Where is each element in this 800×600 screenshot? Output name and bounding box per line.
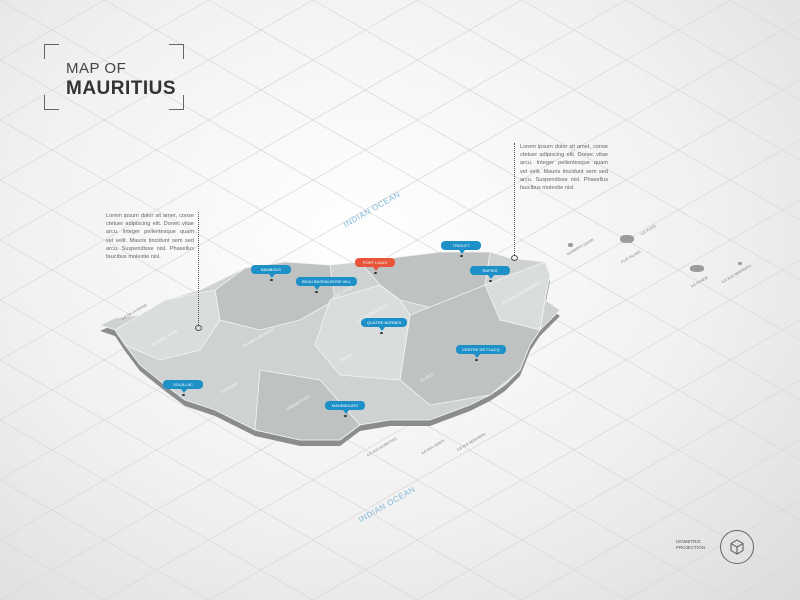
city-pin[interactable]: RAPIDS xyxy=(470,266,510,282)
city-label: RAPIDS xyxy=(470,266,510,275)
city-pin[interactable]: BAMBOUS xyxy=(251,265,291,281)
callout-text-right: Lorem ipsum dolor sit amet, conse ctetue… xyxy=(520,144,608,192)
frame-corner xyxy=(169,44,184,59)
pin-dot xyxy=(315,291,318,293)
frame-corner xyxy=(169,95,184,110)
city-label: MAHEBOURG xyxy=(325,401,365,410)
pin-pointer xyxy=(373,267,379,271)
city-label: TRIOLET xyxy=(441,241,481,250)
pin-pointer xyxy=(474,354,480,358)
cube-icon xyxy=(730,539,744,555)
city-label: QUATRE BORNES xyxy=(361,318,408,327)
isometric-projection-badge xyxy=(720,530,754,564)
callout-marker-right xyxy=(511,255,518,261)
frame-corner xyxy=(44,44,59,59)
islet-shape xyxy=(620,235,634,243)
pin-pointer xyxy=(314,286,320,290)
islet-shape xyxy=(568,243,573,247)
islet-shape xyxy=(690,265,704,272)
city-label: SOUILLAC xyxy=(163,380,203,389)
city-pin[interactable]: TRIOLET xyxy=(441,241,481,257)
pin-dot xyxy=(489,280,492,282)
callout-text-left: Lorem ipsum dolor sit amet, conse ctetue… xyxy=(106,213,194,261)
city-label: CENTRE DE FLACQ xyxy=(456,345,506,354)
city-label: BEAU BASSIN-ROSE HILL xyxy=(296,277,357,286)
district-shapes-light xyxy=(114,261,551,381)
city-pin[interactable]: QUATRE BORNES xyxy=(361,318,408,334)
pin-dot xyxy=(380,332,383,334)
callout-marker-left xyxy=(195,325,202,331)
pin-pointer xyxy=(379,327,385,331)
pin-pointer xyxy=(343,410,349,414)
pin-dot xyxy=(270,279,273,281)
map-title: MAP OF MAURITIUS xyxy=(44,44,184,110)
pin-dot xyxy=(344,415,347,417)
pin-pointer xyxy=(269,274,275,278)
city-pin[interactable]: CENTRE DE FLACQ xyxy=(456,345,506,361)
projection-label: ISOMETRIC PROJECTION xyxy=(676,539,706,550)
city-pin[interactable]: MAHEBOURG xyxy=(325,401,365,417)
callout-line-left xyxy=(198,212,199,325)
city-label: BAMBOUS xyxy=(251,265,291,274)
pin-dot xyxy=(374,272,377,274)
pin-dot xyxy=(182,394,185,396)
pin-pointer xyxy=(181,389,187,393)
islet-shape xyxy=(738,262,742,265)
city-pin[interactable]: PORT LOUIS xyxy=(355,258,395,274)
city-pin[interactable]: SOUILLAC xyxy=(163,380,203,396)
title-line2: MAURITIUS xyxy=(66,78,177,99)
frame-corner xyxy=(44,95,59,110)
title-line1: MAP OF xyxy=(66,60,127,77)
pin-pointer xyxy=(488,275,494,279)
city-pin[interactable]: BEAU BASSIN-ROSE HILL xyxy=(296,277,357,293)
pin-dot xyxy=(475,359,478,361)
pin-dot xyxy=(460,255,463,257)
callout-line-right xyxy=(514,143,515,255)
pin-pointer xyxy=(459,250,465,254)
city-label: PORT LOUIS xyxy=(355,258,395,267)
